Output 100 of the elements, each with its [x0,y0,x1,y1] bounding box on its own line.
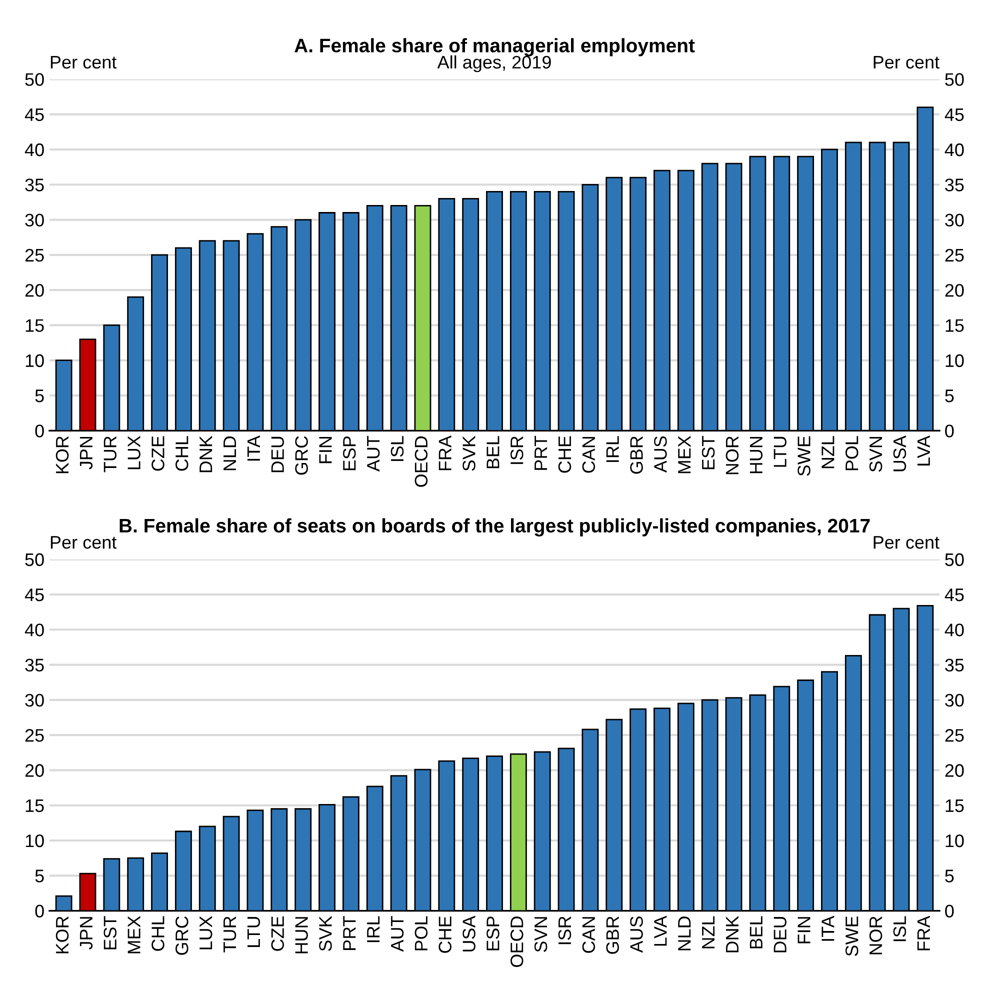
x-tick-label: LUX [128,436,140,470]
x-tick-label: SVN [534,917,548,952]
x-tick-label: GBR [606,916,619,954]
x-tick-label: MEX [128,916,140,954]
x-tick-label: FRA [438,436,452,470]
x-tick-label: SVK [319,916,332,951]
y-tick-label: 50 [25,73,44,86]
x-tick-label: NLD [678,916,691,950]
y-tick-label: 30 [25,694,44,707]
x-tick-label: LUX [200,916,212,950]
y2-tick-label: 0 [945,904,954,918]
y2-tick-label: 15 [946,799,964,812]
y2-axis-title: Per cent [874,56,940,69]
y2-tick-label: 20 [945,284,964,297]
x-tick-label: TUR [104,436,117,472]
x-tick-label: ISL [390,436,404,461]
y2-tick-label: 30 [945,694,964,707]
y2-tick-label: 40 [944,143,964,156]
x-tick-label: NOR [726,436,739,474]
y2-tick-label: 30 [945,214,964,226]
x-tick-label: ISR [510,436,524,464]
x-tick-label: LTU [247,917,260,947]
x-tick-label: SVK [462,436,476,471]
x-tick-label: NOR [869,916,882,954]
x-tick-label: CHE [558,436,572,473]
y-tick-label: 30 [25,214,44,226]
x-tick-label: KOR [56,436,69,474]
x-tick-label: DNK [200,436,212,472]
x-tick-label: FIN [319,436,332,464]
x-tick-label: LVA [654,916,667,946]
y-tick-label: 10 [26,354,44,368]
x-tick-label: JPN [80,436,93,470]
x-tick-label: NZL [702,916,715,948]
x-tick-label: POL [414,916,428,950]
x-tick-label: GRC [176,916,188,955]
y2-tick-label: 45 [944,588,964,602]
y2-tick-label: 0 [945,424,954,438]
y2-tick-label: 5 [945,390,954,402]
x-tick-label: NLD [224,436,236,470]
y2-axis-title: Per cent [874,536,940,549]
x-tick-label: PRT [534,436,548,470]
y-tick-label: 15 [26,799,44,812]
x-tick-label: GBR [630,436,643,474]
chart-subtitle: All ages, 2019 [437,55,551,72]
y2-tick-label: 10 [946,834,964,848]
y-tick-label: 0 [35,904,44,918]
y-tick-label: 40 [24,143,44,156]
y-tick-label: 5 [35,870,44,882]
y-tick-label: 20 [25,764,44,777]
x-tick-label: CZE [271,916,284,951]
x-tick-label: AUT [367,436,380,472]
y2-tick-label: 25 [945,729,964,742]
x-tick-label: ITA [247,436,260,461]
x-tick-label: ESP [486,916,500,950]
x-tick-label: HUN [750,436,763,474]
y2-tick-label: 40 [944,624,964,636]
y-tick-label: 15 [26,319,44,332]
x-tick-label: CAN [582,917,596,953]
x-tick-label: PRT [343,916,356,950]
x-tick-label: CAN [582,436,596,473]
y2-tick-label: 35 [945,658,964,672]
x-tick-label: ESP [342,436,356,470]
y-tick-label: 35 [25,178,44,192]
y-tick-label: 25 [25,248,44,262]
y-tick-label: 10 [26,834,44,848]
y-tick-label: 45 [24,588,44,602]
x-tick-label: AUS [654,436,667,473]
y-tick-label: 50 [25,553,44,566]
x-tick-label: CHL [152,916,164,951]
x-tick-label: SWE [845,916,858,956]
x-tick-label: POL [845,436,858,470]
x-tick-label: IRL [606,436,619,462]
x-tick-label: DEU [774,917,786,952]
y2-tick-label: 50 [945,553,964,566]
x-tick-label: LVA [917,436,930,466]
y-tick-label: 45 [24,108,44,122]
x-tick-label: CHE [438,916,452,953]
y-tick-label: 5 [35,390,44,402]
x-tick-label: JPN [80,917,93,950]
x-tick-label: BEL [750,916,762,948]
x-tick-label: DEU [271,436,284,472]
x-tick-label: SWE [798,436,810,476]
x-tick-label: MEX [678,436,691,474]
x-tick-label: AUS [630,916,643,953]
x-tick-label: OECD [414,436,428,487]
y-tick-label: 40 [24,624,44,636]
chart-title: B. Female share of seats on boards of the largest publicly-listed companies, 2017 [120,518,870,537]
y2-tick-label: 10 [946,354,964,368]
x-tick-label: LTU [774,436,786,467]
x-tick-label: ISR [558,916,572,944]
x-tick-label: SVN [869,436,882,472]
x-tick-label: HUN [295,917,308,954]
y2-tick-label: 5 [945,870,954,882]
x-tick-label: NZL [822,436,834,468]
x-tick-label: KOR [56,916,69,954]
x-tick-label: FIN [798,917,810,944]
x-tick-label: CZE [152,436,164,471]
x-tick-label: CHL [176,436,188,471]
x-tick-label: USA [893,436,906,472]
x-tick-label: DNK [726,916,738,952]
